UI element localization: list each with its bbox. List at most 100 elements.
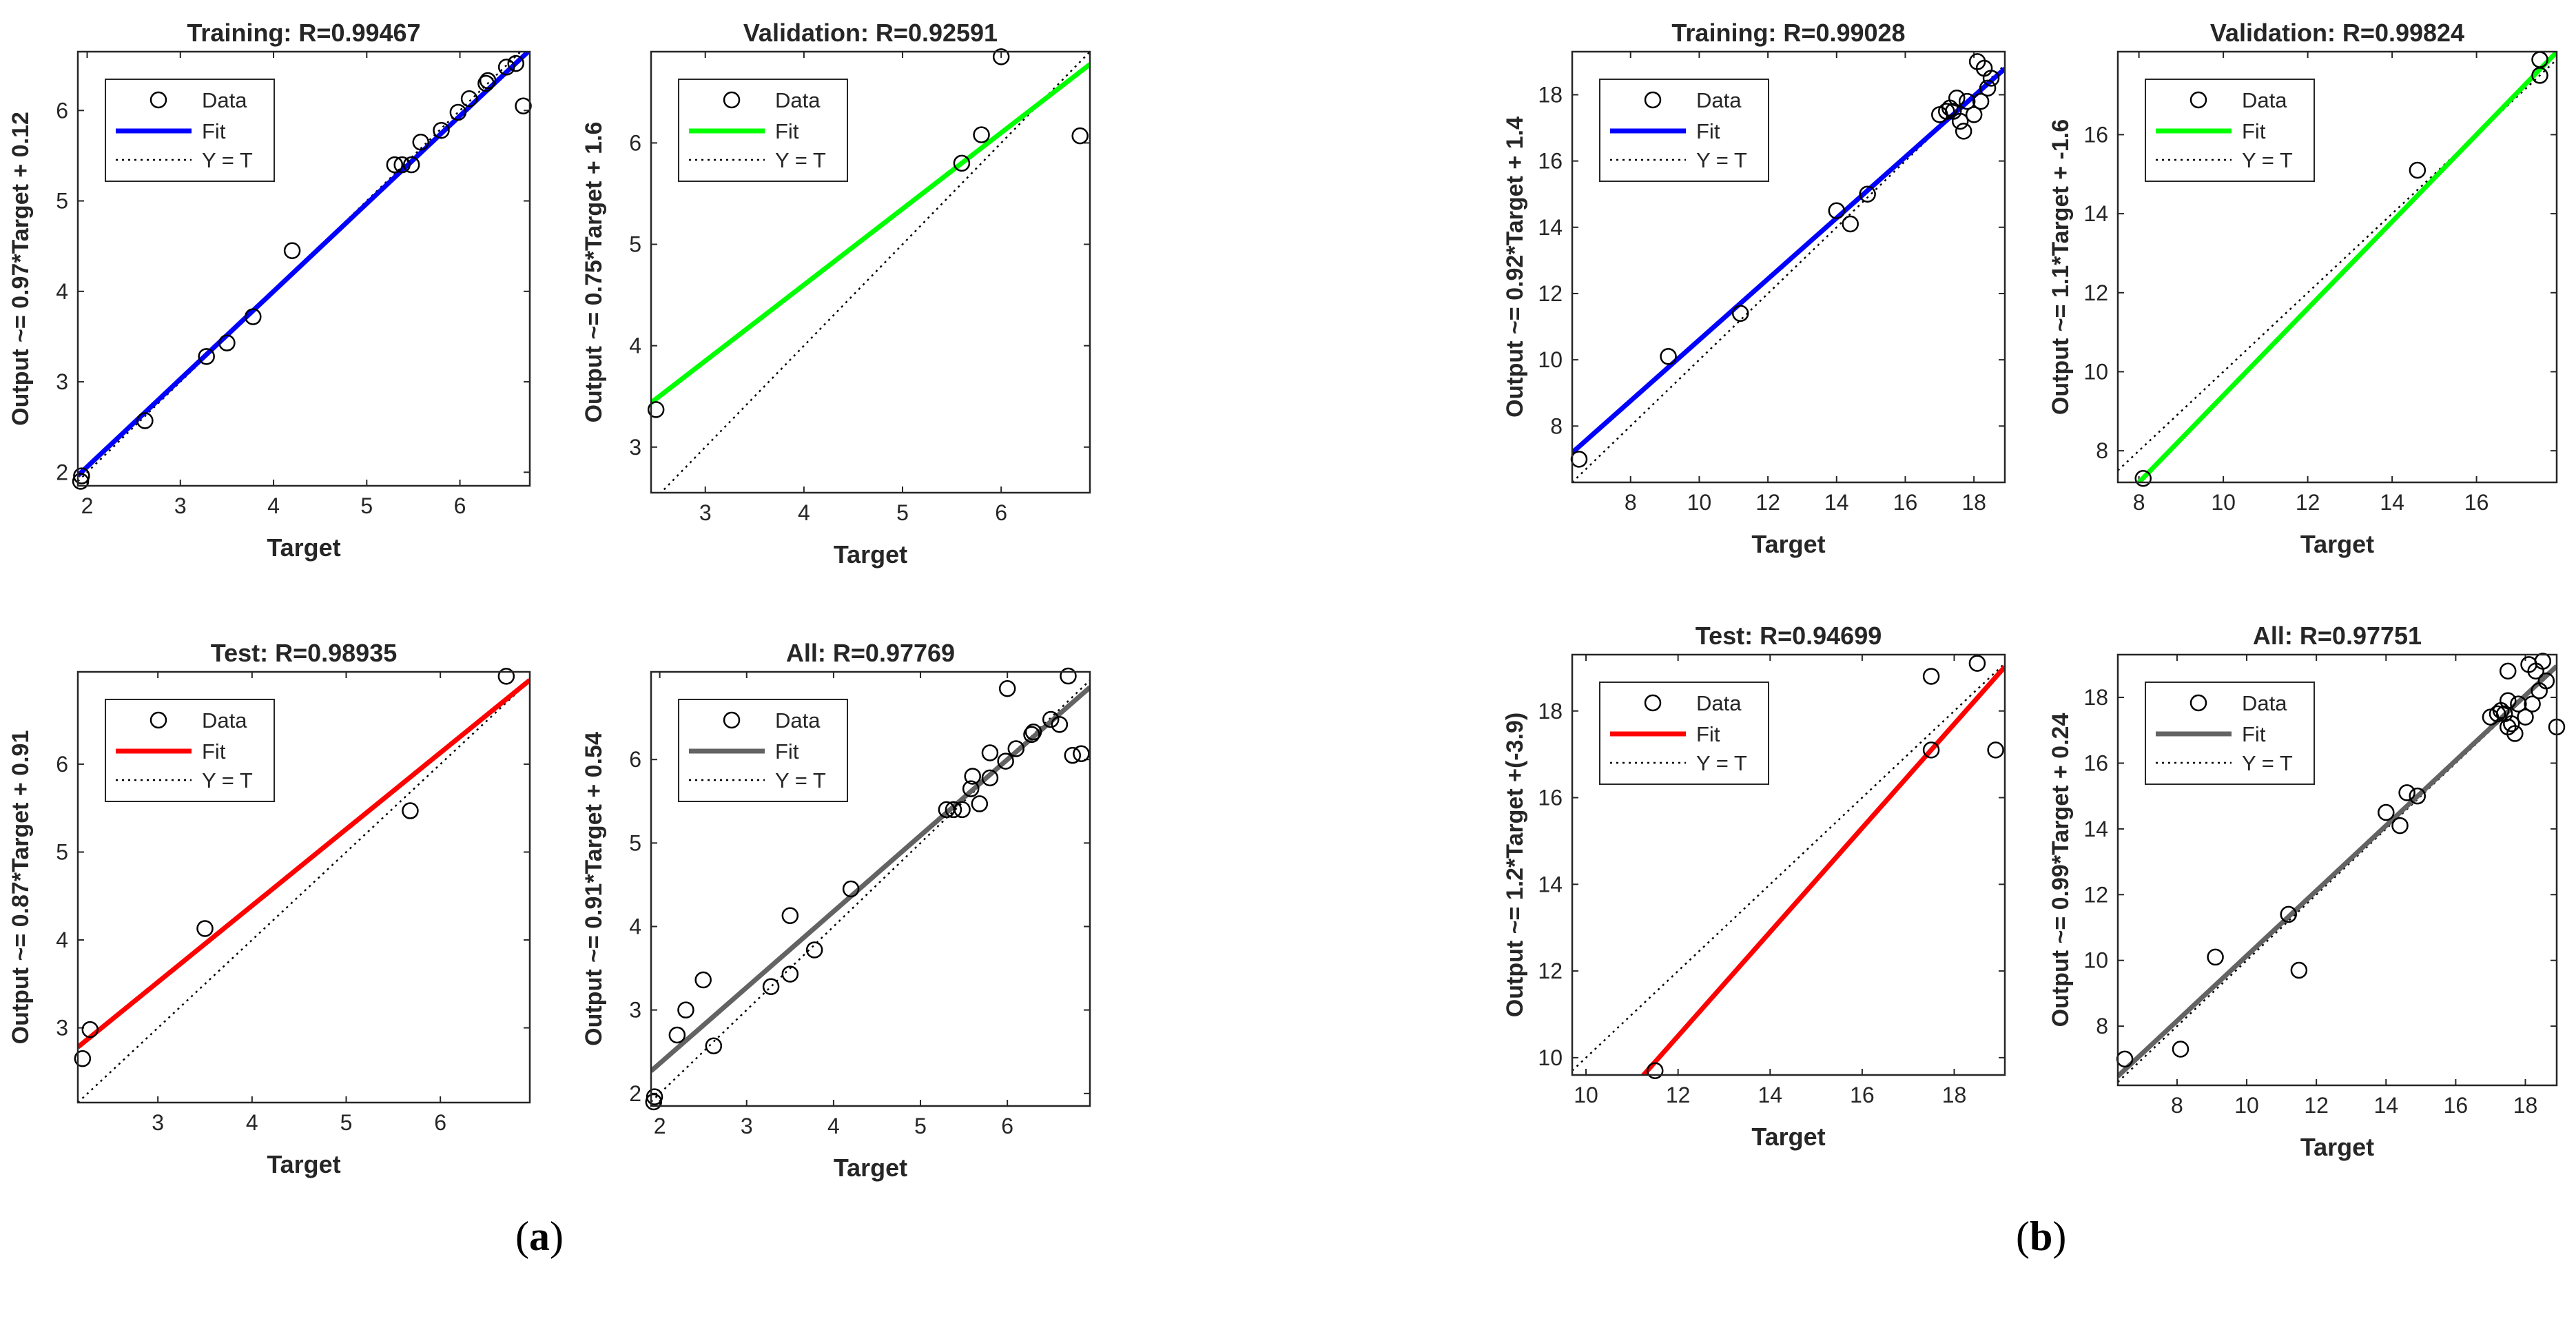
data-point xyxy=(479,72,497,90)
data-point xyxy=(2391,817,2409,834)
y-tick-label: 14 xyxy=(1538,872,1563,897)
x-tick-label: 5 xyxy=(340,1110,353,1135)
data-point xyxy=(781,907,799,925)
axes-box xyxy=(650,670,1091,1107)
x-tick-label: 3 xyxy=(741,1114,753,1138)
x-tick-label: 8 xyxy=(2171,1093,2183,1118)
x-tick-label: 2 xyxy=(654,1114,666,1138)
data-point xyxy=(962,780,980,797)
data-point xyxy=(1064,746,1082,764)
data-point xyxy=(2290,961,2308,979)
x-tick-label: 6 xyxy=(434,1110,446,1135)
y-tick-label: 5 xyxy=(56,189,68,214)
data-point xyxy=(1731,305,1749,322)
y-tick-label: 18 xyxy=(1538,83,1563,107)
y-tick-label: 4 xyxy=(56,279,68,304)
data-point xyxy=(1828,202,1846,220)
data-point xyxy=(2134,470,2152,487)
x-tick-label: 10 xyxy=(1687,490,1712,515)
x-tick-label: 18 xyxy=(1961,490,1986,515)
legend-label: Data xyxy=(1696,691,1742,715)
x-tick-label: 16 xyxy=(2464,490,2489,515)
data-point xyxy=(1982,70,2000,87)
legend-label: Fit xyxy=(202,739,226,764)
fit-line xyxy=(2135,52,2557,482)
legend: Data Fit Y = T xyxy=(105,699,275,802)
chart-title: Training: R=0.99028 xyxy=(1671,19,1905,47)
legend-label: Y = T xyxy=(1696,751,1747,775)
legend-label: Fit xyxy=(1696,119,1720,143)
y-tick-label: 8 xyxy=(2096,438,2108,463)
y-tick-label: 18 xyxy=(2083,685,2108,710)
x-tick-label: 5 xyxy=(914,1114,927,1138)
axes-box xyxy=(650,50,1091,494)
y-axis-label: Output ~= 1.1*Target + -1.6 xyxy=(2048,119,2074,415)
data-point xyxy=(953,154,971,172)
x-tick-label: 5 xyxy=(896,500,909,525)
legend-label: Data xyxy=(202,708,247,733)
fit-line xyxy=(651,62,1090,405)
x-tick-label: 14 xyxy=(1758,1083,1782,1107)
y-tick-label: 3 xyxy=(629,998,641,1023)
data-point xyxy=(460,90,478,107)
chart-title: All: R=0.97769 xyxy=(786,639,955,667)
chart-title: Test: R=0.94699 xyxy=(1696,622,1882,650)
data-point xyxy=(1987,741,2004,759)
x-tick-label: 4 xyxy=(246,1110,258,1135)
data-point xyxy=(515,97,532,114)
data-point xyxy=(1922,741,1940,759)
data-point xyxy=(1972,92,1990,110)
data-point xyxy=(973,126,990,143)
data-point xyxy=(1647,1062,1664,1079)
data-point xyxy=(998,679,1016,697)
axes-box xyxy=(76,50,531,487)
legend-label: Y = T xyxy=(2242,148,2293,172)
data-point xyxy=(1071,127,1089,145)
data-point xyxy=(1024,723,1042,741)
data-point xyxy=(81,1021,99,1038)
legend-label: Data xyxy=(775,708,821,733)
x-tick-label: 8 xyxy=(2133,490,2145,515)
legend: Data Fit Y = T xyxy=(678,699,848,802)
data-point xyxy=(1922,668,1940,685)
x-axis-label: Target xyxy=(1751,1123,1825,1151)
y-tick-label: 16 xyxy=(2083,122,2108,147)
y-tick-label: 10 xyxy=(1538,1045,1563,1070)
data-point xyxy=(945,801,962,819)
data-point xyxy=(1951,112,1969,130)
x-tick-label: 6 xyxy=(995,500,1007,525)
x-axis-label: Target xyxy=(2300,530,2374,558)
legend-label: Data xyxy=(1696,88,1742,112)
data-point xyxy=(2517,708,2534,726)
chart-a-test: Test: R=0.98935 Target Output ~= 0.87*Targ… xyxy=(8,639,531,1178)
plot-lines xyxy=(651,52,1090,493)
y-tick-label: 6 xyxy=(56,752,68,777)
data-point xyxy=(1968,655,1986,672)
fit-line xyxy=(1572,66,2005,455)
legend-label: Fit xyxy=(775,119,799,143)
y-tick-label: 5 xyxy=(629,232,641,257)
data-point xyxy=(497,668,515,685)
caption-b-letter: b xyxy=(2029,1214,2053,1259)
legend-data-marker xyxy=(1644,694,1662,712)
axes-box xyxy=(76,670,531,1104)
x-tick-label: 3 xyxy=(699,500,712,525)
data-point xyxy=(646,1088,663,1105)
data-point xyxy=(2280,905,2297,923)
data-point xyxy=(1979,79,1997,97)
x-tick-label: 12 xyxy=(1755,490,1780,515)
x-tick-label: 14 xyxy=(2380,490,2404,515)
y-axis-label: Output ~= 0.92*Target + 1.4 xyxy=(1502,116,1528,418)
data-point xyxy=(694,971,712,989)
data-point xyxy=(2499,662,2517,680)
plot-lines xyxy=(78,678,530,1103)
chart-title: Test: R=0.98935 xyxy=(211,639,398,667)
y-tick-label: 12 xyxy=(1538,281,1563,306)
legend-label: Fit xyxy=(1696,722,1720,746)
data-point xyxy=(2524,695,2541,713)
x-tick-label: 12 xyxy=(2296,490,2320,515)
legend-label: Y = T xyxy=(775,768,826,792)
x-tick-label: 12 xyxy=(2304,1093,2329,1118)
data-point xyxy=(73,467,90,484)
data-point xyxy=(2506,725,2524,742)
